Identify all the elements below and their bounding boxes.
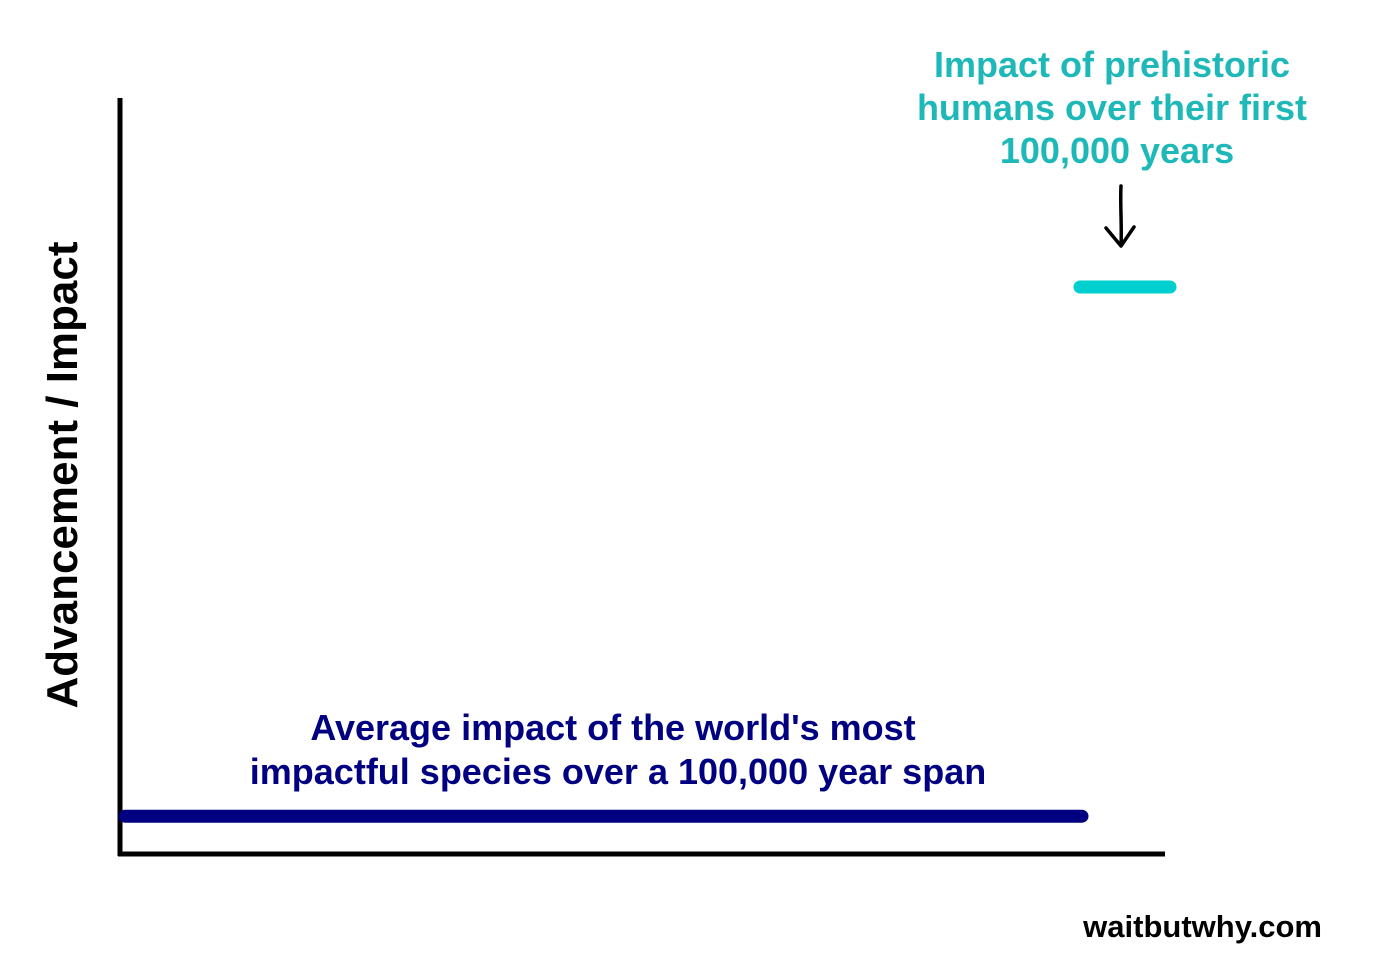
annotation-average-species: Average impact of the world's most impac… <box>250 707 986 792</box>
annotation-average-line-2: impactful species over a 100,000 year sp… <box>250 751 986 792</box>
annotation-average-line-1: Average impact of the world's most <box>310 707 915 748</box>
annotation-humans-line-3: 100,000 years <box>1000 130 1234 171</box>
annotation-prehistoric-humans: Impact of prehistoric humans over their … <box>917 44 1317 171</box>
y-axis-label: Advancement / Impact <box>38 241 87 708</box>
down-arrow-icon <box>1104 184 1136 248</box>
site-credit: waitbutwhy.com <box>1082 909 1322 944</box>
annotation-humans-line-2: humans over their first <box>917 87 1307 128</box>
annotation-humans-line-1: Impact of prehistoric <box>934 44 1290 85</box>
